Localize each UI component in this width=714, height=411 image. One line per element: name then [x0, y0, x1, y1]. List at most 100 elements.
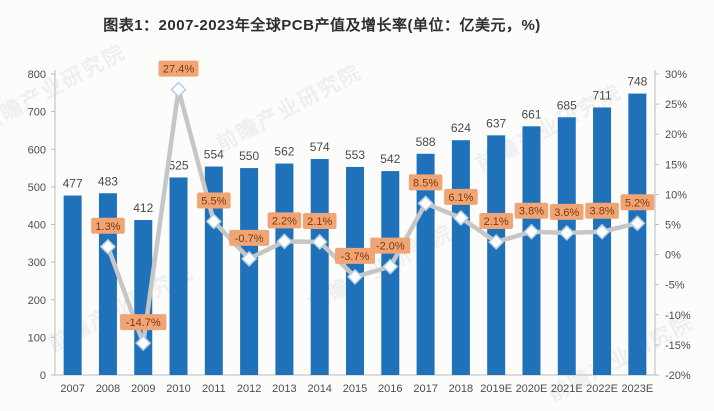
y-axis-label-right: -5%: [665, 280, 685, 292]
x-axis: 2007 2008 2009 2010 2011 2012 2013 2014 2015 2016…: [60, 383, 653, 395]
growth-label-box: [91, 217, 125, 234]
growth-label-box: [444, 188, 478, 205]
bar-value-label: 554: [204, 148, 224, 162]
bar-value-label: 588: [416, 135, 436, 149]
x-axis-label: 2017: [413, 383, 437, 395]
y-axis-label-right: 5%: [665, 220, 681, 232]
y-axis-label-left: 200: [28, 295, 46, 307]
bar: [240, 168, 259, 375]
line-marker: [382, 258, 399, 275]
x-axis-label: 2019E: [480, 383, 512, 395]
growth-label-box: [197, 192, 231, 209]
bar: [169, 177, 188, 375]
x-axis-label: 2007: [60, 383, 84, 395]
bar-value-label: 412: [133, 201, 153, 215]
growth-label: -0.7%: [235, 233, 264, 245]
bar-value-label: 685: [557, 98, 577, 112]
bar: [628, 93, 647, 375]
line-marker: [488, 233, 505, 251]
growth-label: 6.1%: [448, 192, 473, 204]
y-axis-label-left: 400: [28, 220, 46, 232]
y-axis-label-left: 600: [28, 144, 46, 156]
y-axis-label-right: -15%: [665, 340, 691, 352]
bar-value-label: 477: [63, 177, 83, 191]
bar-value-label: 525: [169, 158, 189, 172]
growth-label: 5.2%: [625, 197, 650, 209]
bar: [593, 107, 612, 375]
growth-label-box: [335, 247, 375, 264]
growth-label: 2.1%: [307, 216, 332, 228]
y-axis-label-left: 500: [28, 182, 46, 194]
growth-label: 2.2%: [272, 215, 297, 227]
growth-label-box: [620, 194, 655, 211]
line-marker: [311, 233, 328, 251]
line-marker: [346, 268, 364, 285]
bar-value-label: 550: [239, 149, 259, 163]
y-axis-label-right: 20%: [665, 129, 687, 141]
x-axis-label: 2022E: [586, 383, 618, 395]
y-axis-label-right: 15%: [665, 159, 687, 171]
growth-label: -14.7%: [126, 317, 161, 329]
bar: [451, 140, 470, 375]
growth-label: -2.0%: [376, 241, 405, 253]
bar-value-label: 574: [310, 140, 330, 154]
line-marker: [523, 223, 540, 240]
y-axis-label-right: -20%: [665, 370, 691, 382]
line-marker: [135, 335, 152, 352]
growth-label: 1.3%: [95, 221, 120, 233]
growth-label: 3.8%: [590, 206, 615, 218]
growth-label-box: [585, 202, 619, 219]
x-axis-label: 2018: [449, 383, 473, 395]
line-marker: [99, 238, 117, 255]
line-marker: [205, 213, 222, 230]
bar: [487, 135, 506, 375]
bar-value-label: 748: [627, 75, 647, 89]
bar-value-label: 624: [451, 121, 471, 135]
x-axis-label: 2011: [202, 383, 226, 395]
growth-label: 2.1%: [484, 216, 509, 228]
growth-label-box: [229, 229, 270, 246]
x-axis-label: 2023E: [621, 383, 653, 395]
x-axis-label: 2008: [96, 383, 120, 395]
bar-value-label: 711: [592, 88, 611, 102]
growth-label-box: [120, 314, 167, 331]
bar-value-label: 562: [274, 145, 294, 159]
y-axis-label-right: 10%: [665, 189, 687, 201]
y-axis-label-right: -10%: [665, 310, 691, 322]
bar: [557, 117, 576, 376]
x-axis-label: 2020E: [516, 383, 548, 395]
x-axis-label: 2015: [343, 383, 367, 395]
x-axis-label: 2013: [272, 383, 296, 395]
growth-label-box: [408, 174, 443, 191]
y-axis-label-left: 300: [28, 257, 46, 269]
y-axis-label-left: 700: [28, 107, 46, 119]
growth-label-box: [158, 60, 199, 77]
growth-line: [105, 87, 640, 346]
bar-value-label: 637: [486, 116, 506, 130]
growth-label: -3.7%: [341, 251, 370, 263]
growth-label: 3.8%: [519, 206, 544, 218]
bar: [275, 163, 294, 375]
growth-label-box: [302, 212, 337, 229]
y-axis-label-right: 0%: [665, 250, 681, 262]
bar-value-label: 542: [380, 152, 400, 166]
bar-value-label: 483: [98, 174, 118, 188]
line-marker: [170, 81, 187, 98]
growth-label-box: [549, 203, 584, 220]
x-axis-label: 2010: [166, 383, 190, 395]
growth-label-box: [370, 237, 411, 254]
growth-label: 8.5%: [413, 177, 438, 189]
line-marker: [452, 209, 469, 226]
bar-value-label: 553: [345, 148, 365, 162]
bar-value-label: 661: [521, 107, 541, 121]
y-axis-label-right: 25%: [665, 99, 687, 111]
y-axis-label-left: 0: [40, 370, 46, 382]
growth-label-box: [514, 202, 549, 219]
growth-label-box: [267, 212, 302, 229]
x-axis-label: 2016: [378, 383, 402, 395]
growth-label: 5.5%: [201, 195, 226, 207]
growth-label: 27.4%: [163, 64, 194, 76]
bar: [310, 159, 329, 375]
